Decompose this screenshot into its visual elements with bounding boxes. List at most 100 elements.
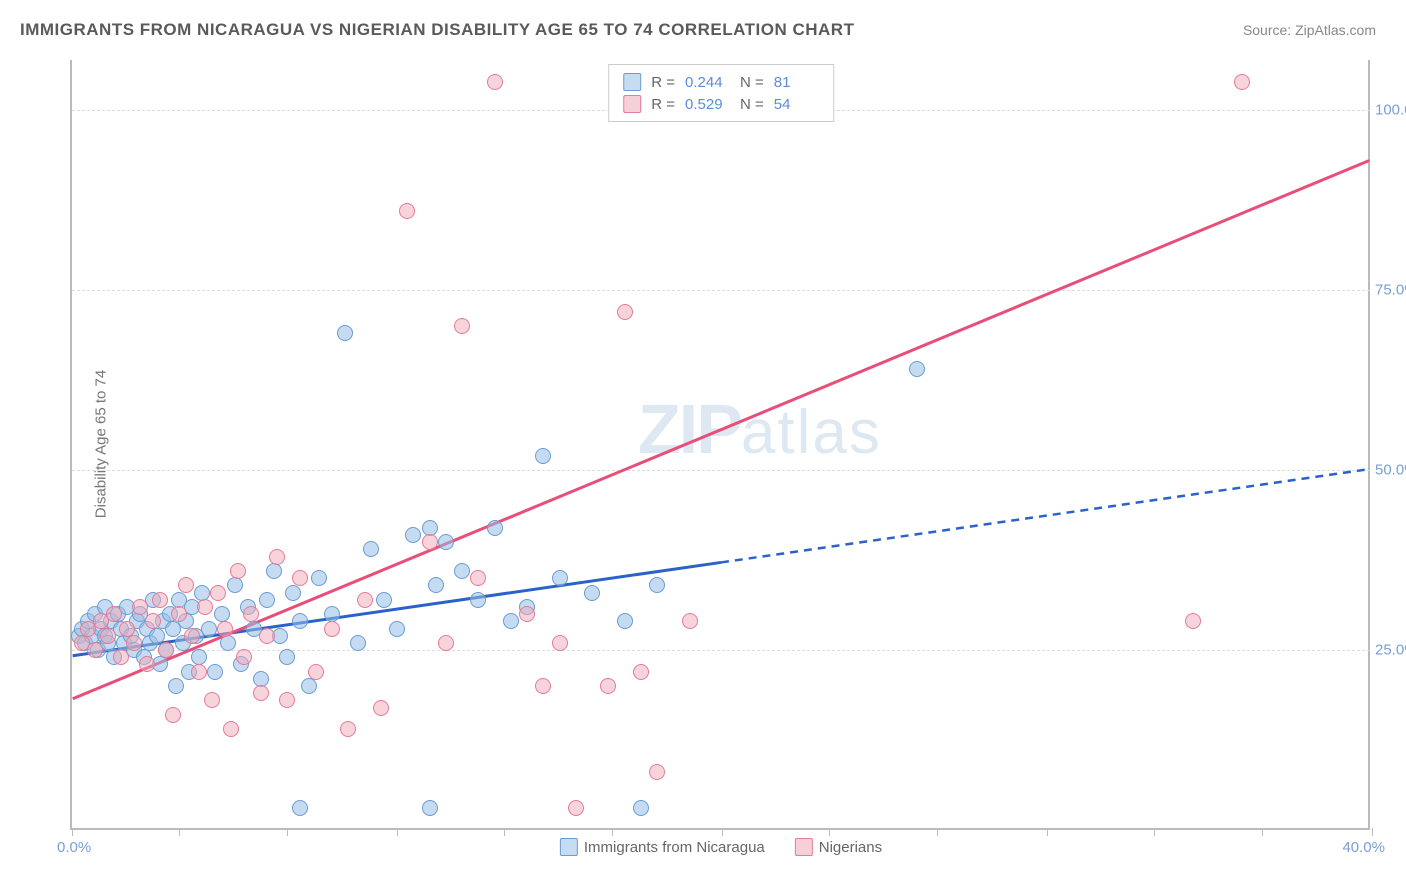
- nigerians-point: [682, 613, 698, 629]
- legend-label: Nigerians: [819, 839, 882, 856]
- nigerians-point: [197, 599, 213, 615]
- x-tick: [287, 828, 288, 836]
- nigerians-point: [324, 621, 340, 637]
- stats-r-value: 0.529: [685, 96, 730, 113]
- nicaragua-point: [535, 448, 551, 464]
- nicaragua-point: [405, 527, 421, 543]
- stats-swatch: [623, 73, 641, 91]
- nicaragua-point: [363, 541, 379, 557]
- nicaragua-point: [311, 570, 327, 586]
- nigerians-point: [470, 570, 486, 586]
- x-tick: [612, 828, 613, 836]
- nigerians-point: [1234, 74, 1250, 90]
- nicaragua-point: [279, 649, 295, 665]
- stats-n-label: N =: [740, 96, 764, 113]
- nigerians-point: [100, 628, 116, 644]
- x-origin-label: 0.0%: [57, 839, 91, 856]
- nigerians-point: [243, 606, 259, 622]
- nigerians-point: [178, 577, 194, 593]
- nigerians-point: [171, 606, 187, 622]
- nigerians-point: [113, 649, 129, 665]
- nigerians-point: [87, 642, 103, 658]
- nigerians-point: [210, 585, 226, 601]
- nigerians-point: [357, 592, 373, 608]
- nicaragua-point: [454, 563, 470, 579]
- nigerians-point: [649, 764, 665, 780]
- y-tick-label: 100.0%: [1375, 102, 1406, 119]
- nicaragua-point: [584, 585, 600, 601]
- nigerians-point: [259, 628, 275, 644]
- nigerians-point: [217, 621, 233, 637]
- x-tick: [179, 828, 180, 836]
- nigerians-point: [139, 656, 155, 672]
- nicaragua-point: [227, 577, 243, 593]
- chart-container: IMMIGRANTS FROM NICARAGUA VS NIGERIAN DI…: [0, 0, 1406, 892]
- nicaragua-point: [389, 621, 405, 637]
- nicaragua-point: [285, 585, 301, 601]
- stats-r-label: R =: [651, 74, 675, 91]
- nigerians-point: [279, 692, 295, 708]
- nigerians-point: [145, 613, 161, 629]
- nicaragua-point: [292, 613, 308, 629]
- nigerians-point: [633, 664, 649, 680]
- plot-area: Disability Age 65 to 74 ZIPatlas 25.0%50…: [70, 60, 1370, 830]
- nigerians-trend-solid: [73, 160, 1370, 698]
- x-tick: [722, 828, 723, 836]
- nicaragua-point: [301, 678, 317, 694]
- nigerians-point: [204, 692, 220, 708]
- x-tick: [1154, 828, 1155, 836]
- bottom-legend: Immigrants from Nicaragua Nigerians: [560, 838, 882, 856]
- nicaragua-point: [470, 592, 486, 608]
- nicaragua-point: [201, 621, 217, 637]
- nigerians-point: [552, 635, 568, 651]
- stats-n-value: 81: [774, 74, 819, 91]
- nigerians-point: [422, 534, 438, 550]
- nigerians-point: [236, 649, 252, 665]
- nigerians-point: [269, 549, 285, 565]
- nicaragua-point: [503, 613, 519, 629]
- nigerians-point: [106, 606, 122, 622]
- nigerians-point: [152, 592, 168, 608]
- stats-row: R = 0.529 N = 54: [623, 93, 819, 115]
- nigerians-point: [308, 664, 324, 680]
- nigerians-point: [535, 678, 551, 694]
- source-attribution: Source: ZipAtlas.com: [1243, 22, 1376, 38]
- nigerians-point: [1185, 613, 1201, 629]
- nicaragua-point: [168, 678, 184, 694]
- y-tick-label: 50.0%: [1375, 462, 1406, 479]
- nigerians-point: [230, 563, 246, 579]
- x-tick: [504, 828, 505, 836]
- x-tick: [1047, 828, 1048, 836]
- nicaragua-point: [909, 361, 925, 377]
- x-tick: [397, 828, 398, 836]
- nicaragua-point: [337, 325, 353, 341]
- nicaragua-point: [428, 577, 444, 593]
- nigerians-point: [126, 635, 142, 651]
- nicaragua-point: [350, 635, 366, 651]
- stats-r-value: 0.244: [685, 74, 730, 91]
- nicaragua-point: [633, 800, 649, 816]
- stats-n-label: N =: [740, 74, 764, 91]
- nigerians-point: [340, 721, 356, 737]
- trend-lines-svg: [72, 60, 1370, 828]
- nicaragua-point: [376, 592, 392, 608]
- nicaragua-point: [149, 628, 165, 644]
- x-tick: [1372, 828, 1373, 836]
- legend-swatch: [560, 838, 578, 856]
- nigerians-point: [132, 599, 148, 615]
- legend-item: Nigerians: [795, 838, 882, 856]
- nigerians-point: [568, 800, 584, 816]
- nigerians-point: [438, 635, 454, 651]
- nicaragua-point: [292, 800, 308, 816]
- nigerians-point: [600, 678, 616, 694]
- nicaragua-point: [617, 613, 633, 629]
- nicaragua-point: [214, 606, 230, 622]
- x-tick: [829, 828, 830, 836]
- nicaragua-point: [266, 563, 282, 579]
- x-tick: [937, 828, 938, 836]
- nicaragua-point: [207, 664, 223, 680]
- nigerians-point: [454, 318, 470, 334]
- x-tick: [72, 828, 73, 836]
- nigerians-point: [399, 203, 415, 219]
- nicaragua-point: [220, 635, 236, 651]
